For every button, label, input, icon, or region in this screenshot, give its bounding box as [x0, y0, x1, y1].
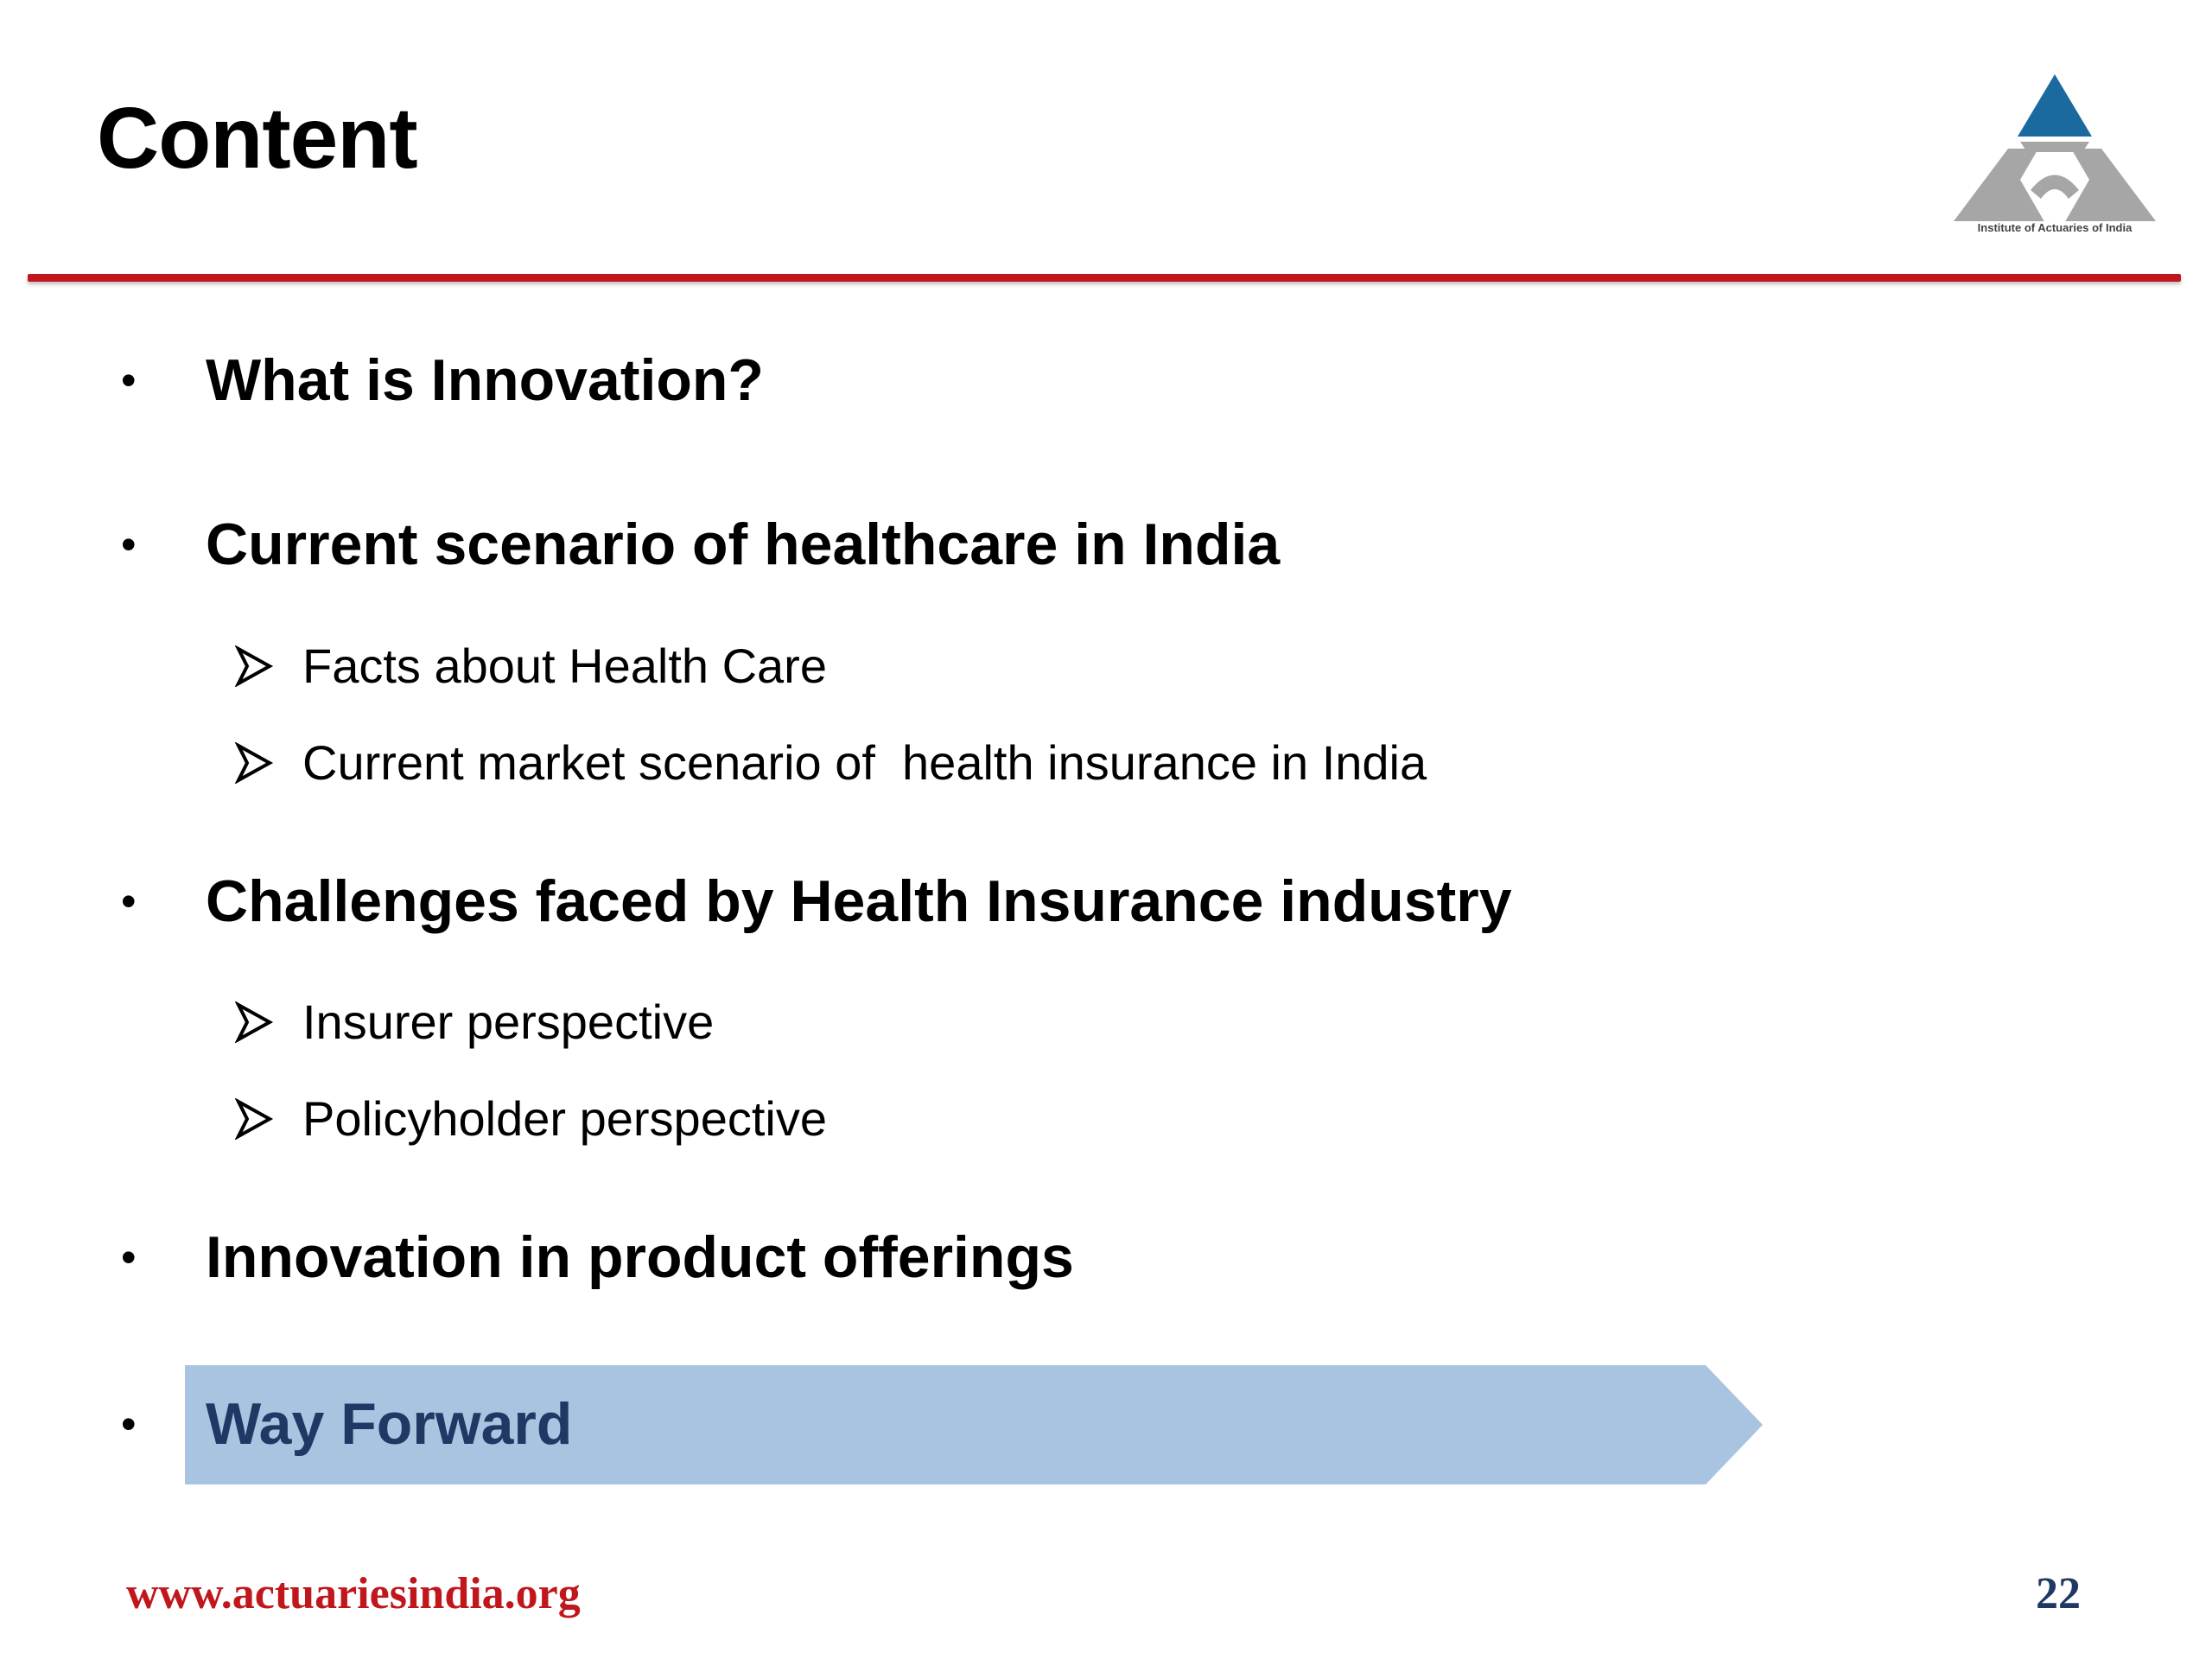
footer-website-link[interactable]: www.actuariesindia.org — [126, 1569, 581, 1618]
highlight-arrow-shape — [185, 1365, 1763, 1484]
arrowhead-bullet-icon — [234, 1098, 274, 1140]
bullet-label: Way Forward — [206, 1391, 573, 1457]
arrowhead-bullet-icon — [234, 1001, 274, 1043]
page-number: 22 — [2036, 1569, 2081, 1618]
sub-bullet-label: Current market scenario of health insura… — [302, 735, 1427, 790]
bullet-label: Challenges faced by Health Insurance ind… — [206, 868, 1512, 934]
title-divider — [28, 274, 2181, 282]
institute-logo: Institute of Actuaries of India — [1951, 69, 2158, 246]
actuaries-triangle-logo-icon — [1951, 74, 2158, 225]
bullet-dot-icon: • — [121, 1400, 137, 1448]
bullet-dot-icon: • — [121, 520, 137, 569]
bullet-label: What is Innovation? — [206, 347, 764, 413]
bullet-label: Innovation in product offerings — [206, 1224, 1074, 1290]
bullet-dot-icon: • — [121, 877, 137, 925]
slide-title: Content — [97, 90, 418, 187]
arrowhead-bullet-icon — [234, 645, 274, 687]
bullet-label: Current scenario of healthcare in India — [206, 512, 1281, 577]
bullet-dot-icon: • — [121, 356, 137, 404]
arrowhead-bullet-icon — [234, 742, 274, 784]
logo-caption: Institute of Actuaries of India — [1977, 221, 2133, 234]
sub-bullet-label: Facts about Health Care — [302, 639, 827, 693]
bullet-dot-icon: • — [121, 1233, 137, 1281]
sub-bullet-label: Policyholder perspective — [302, 1091, 827, 1146]
sub-bullet-label: Insurer perspective — [302, 995, 715, 1049]
